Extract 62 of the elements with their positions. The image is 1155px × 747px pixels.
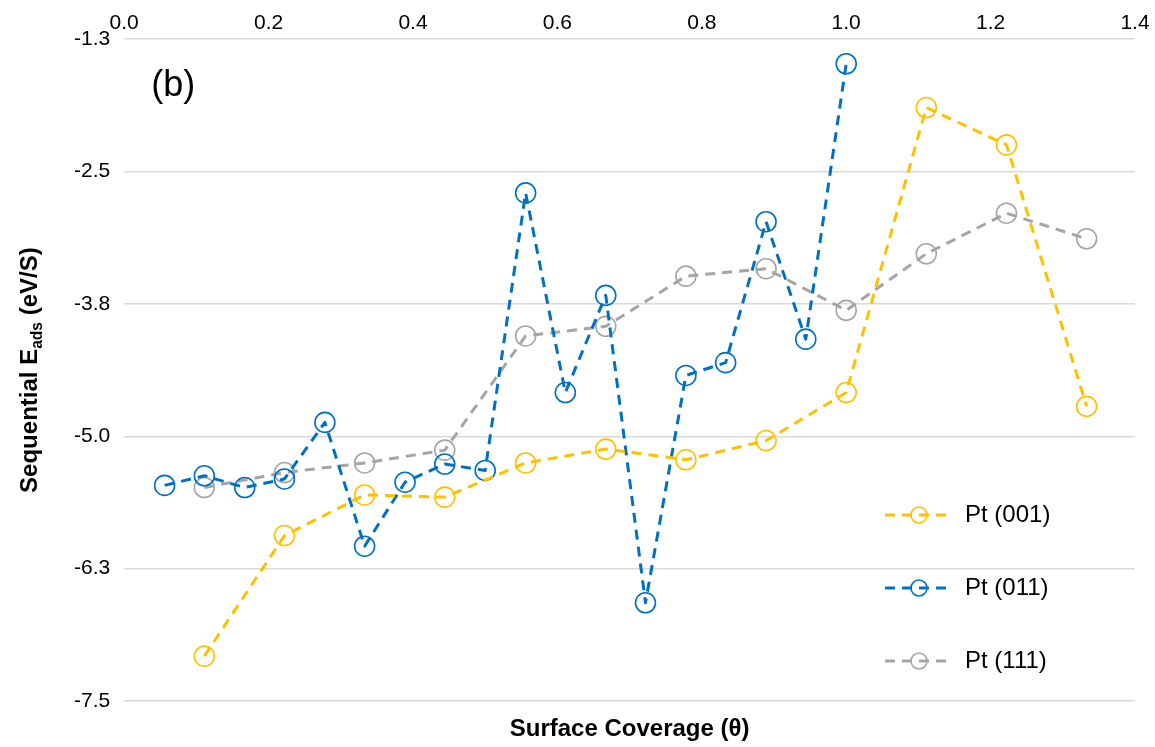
point	[193, 645, 216, 667]
point	[474, 459, 496, 482]
point	[433, 453, 456, 475]
legend-label: Pt (111)	[965, 645, 1047, 673]
point	[433, 439, 456, 461]
point	[915, 96, 938, 119]
point	[995, 134, 1018, 156]
point	[514, 452, 537, 474]
x-tick-label: 1.0	[831, 10, 861, 34]
point	[675, 364, 697, 387]
point	[193, 464, 216, 487]
x-axis-title: Surface Coverage (θ)	[509, 713, 750, 741]
point	[755, 210, 777, 233]
point	[193, 476, 216, 499]
point	[835, 299, 857, 322]
y-tick-label: -1.3	[74, 26, 111, 49]
y-tick-label: -3.8	[74, 290, 111, 314]
point	[353, 535, 376, 558]
point	[314, 411, 336, 434]
y-tick-label: -2.5	[74, 158, 111, 182]
point	[835, 381, 857, 404]
point	[915, 242, 938, 265]
point	[433, 486, 456, 508]
x-tick-label: 0.0	[109, 10, 139, 34]
point	[554, 381, 577, 404]
point	[394, 471, 416, 493]
point	[755, 429, 777, 452]
x-tick-label: 0.2	[253, 10, 284, 34]
point	[835, 52, 857, 75]
point	[1075, 395, 1098, 418]
x-tick-label: 0.8	[687, 10, 717, 34]
y-tick-label: -5.0	[74, 423, 111, 447]
point	[514, 325, 537, 347]
y-tick-label: -7.5	[74, 687, 111, 711]
x-tick-label: 1.2	[976, 10, 1006, 34]
point	[1075, 228, 1098, 250]
legend-label: Pt (011)	[965, 572, 1049, 600]
y-tick-label: -6.3	[74, 555, 111, 579]
point	[353, 484, 376, 506]
point	[794, 328, 817, 350]
point	[273, 524, 296, 547]
point	[514, 182, 537, 204]
y-axis-title: Sequential Eads (eV/S)	[14, 247, 45, 493]
point	[714, 351, 737, 374]
point	[594, 438, 617, 460]
point	[273, 468, 296, 490]
point	[353, 452, 376, 474]
point	[594, 315, 617, 338]
point	[273, 461, 296, 484]
legend-label: Pt (001)	[965, 499, 1051, 527]
x-tick-label: 1.4	[1120, 10, 1150, 34]
x-tick-label: 0.4	[398, 10, 428, 34]
point	[233, 476, 256, 499]
x-tick-label: 0.6	[542, 10, 572, 34]
point	[634, 592, 657, 614]
point	[594, 284, 617, 307]
point	[675, 265, 697, 287]
point	[755, 257, 777, 280]
annotation: (b)	[151, 63, 196, 105]
point	[153, 474, 176, 497]
point	[995, 202, 1018, 224]
point	[675, 448, 697, 471]
